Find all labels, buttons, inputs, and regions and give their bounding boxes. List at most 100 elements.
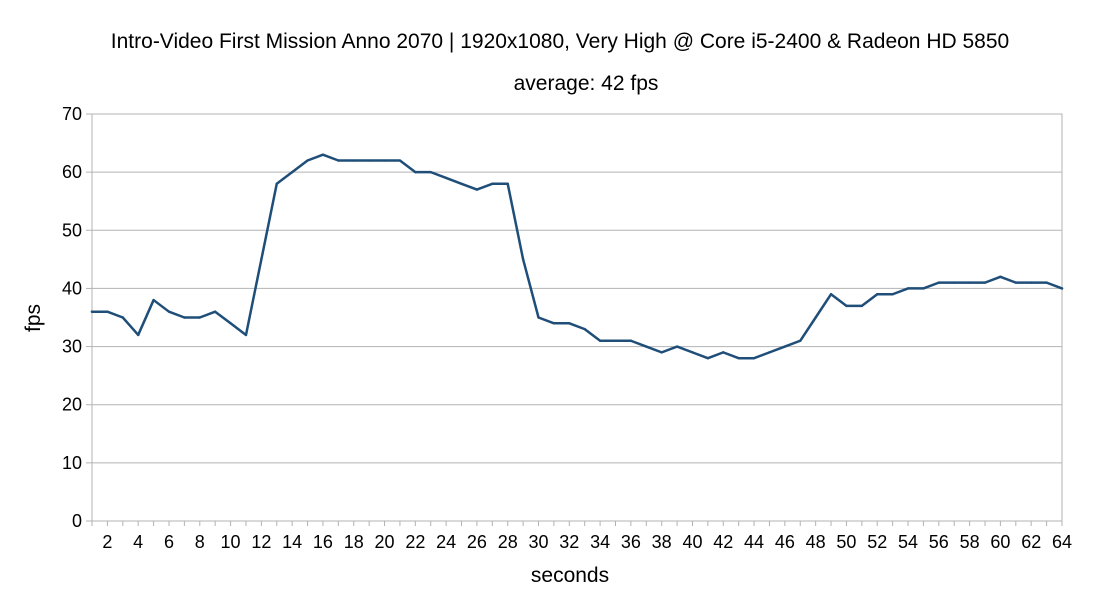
data-point — [1045, 281, 1048, 284]
data-point — [229, 322, 232, 325]
x-tick-label: 38 — [652, 532, 672, 552]
x-tick-label: 56 — [929, 532, 949, 552]
data-point — [706, 357, 710, 360]
series-layer — [90, 153, 1064, 360]
data-point — [691, 351, 694, 354]
data-point — [1014, 281, 1018, 284]
x-tick-label: 64 — [1052, 532, 1072, 552]
y-tick-label: 10 — [62, 453, 82, 473]
x-tick-label: 42 — [713, 532, 733, 552]
data-point — [568, 322, 571, 325]
data-point — [475, 188, 479, 191]
x-tick-label: 18 — [344, 532, 364, 552]
chart-subtitle: average: 42 fps — [514, 72, 659, 95]
data-point — [829, 293, 833, 296]
x-tick-label: 40 — [682, 532, 702, 552]
x-tick-label: 54 — [898, 532, 918, 552]
x-tick-label: 62 — [1021, 532, 1041, 552]
y-axis-label: fps — [22, 304, 45, 332]
y-tick-label: 50 — [62, 220, 82, 240]
x-tick-label: 6 — [164, 532, 174, 552]
data-point — [968, 281, 971, 284]
x-tick-label: 26 — [467, 532, 487, 552]
data-point — [167, 310, 171, 313]
x-tick-label: 50 — [836, 532, 856, 552]
data-point — [814, 316, 817, 319]
data-point — [521, 258, 525, 261]
data-point — [860, 304, 864, 308]
x-tick-label: 46 — [775, 532, 795, 552]
data-point — [537, 316, 540, 319]
x-axis-label: seconds — [531, 564, 609, 587]
data-point — [906, 287, 910, 290]
chart-title: Intro-Video First Mission Anno 2070 | 19… — [111, 30, 1009, 53]
y-tick-label: 60 — [62, 162, 82, 182]
data-point — [768, 351, 771, 354]
data-point — [260, 258, 263, 261]
data-point — [429, 170, 432, 174]
data-point — [306, 159, 309, 162]
x-axis-ticks: 2 4 6 8 10 12 14 16 18 20 22 24 26 28 30 32 34 36 38 40 42 44… — [102, 532, 1072, 552]
x-tick-label: 58 — [960, 532, 980, 552]
data-point — [722, 351, 725, 354]
data-point — [614, 339, 617, 342]
data-point — [660, 351, 663, 354]
data-point — [1060, 287, 1064, 290]
x-tick-label: 28 — [498, 532, 518, 552]
data-point — [999, 275, 1002, 278]
grid-lines — [86, 113, 1063, 526]
x-tick-label: 4 — [133, 532, 143, 552]
data-point — [737, 357, 740, 360]
x-tick-label: 52 — [867, 532, 887, 552]
x-tick-label: 32 — [559, 532, 579, 552]
data-point — [121, 316, 124, 319]
data-point — [876, 293, 879, 296]
x-tick-label: 48 — [806, 532, 826, 552]
x-tick-label: 12 — [251, 532, 271, 552]
data-point — [244, 333, 248, 337]
data-point — [922, 287, 925, 290]
y-tick-label: 40 — [62, 278, 82, 298]
data-point — [183, 316, 186, 319]
data-point — [213, 310, 217, 313]
data-point — [552, 322, 556, 325]
x-tick-label: 22 — [405, 532, 425, 552]
x-tick-label: 20 — [375, 532, 395, 552]
x-tick-label: 44 — [744, 532, 764, 552]
data-point — [367, 159, 371, 162]
x-tick-label: 14 — [282, 532, 302, 552]
x-tick-label: 24 — [436, 532, 456, 552]
y-tick-label: 20 — [62, 395, 82, 415]
data-point — [783, 345, 787, 348]
data-point — [629, 339, 633, 342]
data-point — [414, 170, 417, 174]
data-point — [321, 153, 325, 156]
data-point — [136, 333, 140, 337]
data-point — [1030, 281, 1033, 284]
y-tick-label: 30 — [62, 337, 82, 357]
data-point — [675, 345, 679, 348]
x-tick-label: 34 — [590, 532, 610, 552]
data-point — [845, 304, 848, 308]
data-point — [752, 357, 756, 360]
data-point — [290, 170, 294, 174]
plot-frame — [91, 113, 1063, 522]
data-point — [491, 182, 494, 185]
x-tick-label: 30 — [528, 532, 548, 552]
data-point — [383, 159, 386, 162]
data-point — [598, 339, 602, 342]
data-point — [460, 182, 463, 185]
y-tick-label: 70 — [62, 104, 82, 124]
data-point — [937, 281, 941, 284]
x-tick-label: 10 — [221, 532, 241, 552]
data-point — [799, 339, 802, 342]
data-point — [983, 281, 987, 284]
data-point — [398, 159, 402, 162]
x-tick-label: 2 — [102, 532, 112, 552]
data-point — [352, 159, 355, 162]
y-tick-label: 0 — [72, 511, 82, 531]
data-point — [444, 176, 448, 180]
data-point — [337, 159, 340, 162]
